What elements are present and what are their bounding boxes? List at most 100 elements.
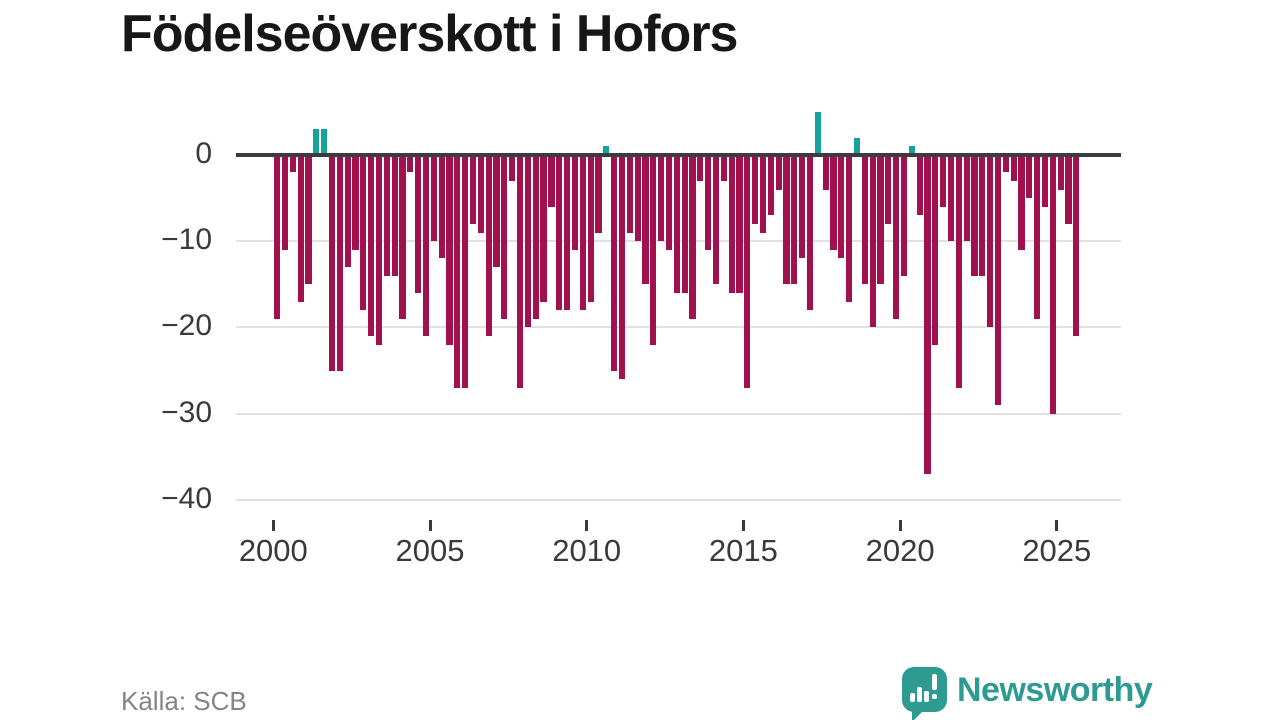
chart-bar-2002-q2 xyxy=(344,155,351,268)
chart-bar-2009-q1 xyxy=(556,155,563,311)
chart-bar-2024-q4 xyxy=(1049,155,1056,414)
chart-bar-2011-q2 xyxy=(626,155,633,233)
chart-bar-2013-q4 xyxy=(705,155,712,250)
chart-bar-2020-q1 xyxy=(900,155,908,276)
chart-bar-2002-q1 xyxy=(336,155,343,371)
chart-bar-2013-q3 xyxy=(697,155,704,181)
chart-bar-2001-q2 xyxy=(313,129,320,155)
chart-bar-2006-q4 xyxy=(485,155,492,336)
logo-chart-bar-icon xyxy=(924,691,929,702)
chart-bar-2025-q1 xyxy=(1057,155,1064,190)
chart-bar-2014-q3 xyxy=(728,155,735,293)
chart-bar-2021-q2 xyxy=(940,155,947,207)
chart-bar-2013-q1 xyxy=(681,155,688,293)
chart-bar-2024-q3 xyxy=(1041,155,1049,207)
chart-bar-2020-q3 xyxy=(916,155,923,216)
chart-bar-2002-q4 xyxy=(360,155,367,311)
x-axis-tick xyxy=(1055,520,1059,531)
x-axis-tick xyxy=(271,520,275,531)
chart-bar-2023-q2 xyxy=(1002,155,1009,173)
chart-bar-2003-q4 xyxy=(391,155,398,276)
chart-bar-2014-q2 xyxy=(720,155,727,181)
chart-bar-2003-q3 xyxy=(383,155,390,276)
chart-bar-2015-q1 xyxy=(744,155,751,388)
x-axis-tick-label: 2025 xyxy=(1022,533,1092,568)
chart-bar-2009-q4 xyxy=(579,155,586,311)
chart-bar-2025-q3 xyxy=(1073,155,1080,336)
x-axis-tick-label: 2005 xyxy=(395,533,465,568)
chart-bar-2007-q3 xyxy=(509,155,516,181)
chart-bar-2020-q4 xyxy=(924,155,931,474)
chart-bar-2006-q1 xyxy=(462,155,469,388)
chart-bar-2000-q3 xyxy=(289,155,296,173)
chart-bar-2015-q3 xyxy=(759,155,767,233)
x-axis-tick-label: 2015 xyxy=(708,533,778,568)
chart-bar-2009-q3 xyxy=(571,155,579,250)
gridline xyxy=(236,412,1121,415)
logo-exclamation-dot-icon xyxy=(932,694,937,699)
chart-bar-2000-q4 xyxy=(297,155,304,302)
gridline xyxy=(236,326,1121,329)
y-axis-tick-label: −40 xyxy=(161,481,212,515)
chart-bar-2019-q3 xyxy=(885,155,892,224)
chart-bar-2021-q1 xyxy=(932,155,939,345)
chart-bar-2003-q2 xyxy=(375,155,383,345)
chart-bar-2000-q1 xyxy=(274,155,281,319)
chart-bar-2024-q1 xyxy=(1026,155,1033,199)
chart-bar-2018-q3 xyxy=(853,137,861,155)
y-axis-tick-label: −10 xyxy=(161,223,212,257)
chart-bar-2014-q4 xyxy=(736,155,743,293)
chart-bar-2016-q2 xyxy=(783,155,790,285)
logo-speech-tail xyxy=(912,710,924,720)
chart-bar-2008-q4 xyxy=(548,155,555,207)
chart-area: 0 −10 −20 −30 −40 2000 2005 2010 2015 2020 2025 xyxy=(161,111,1121,568)
chart-bar-2022-q2 xyxy=(971,155,978,276)
chart-bar-2025-q2 xyxy=(1065,155,1072,224)
chart-bar-2019-q2 xyxy=(877,155,884,285)
chart-bar-2012-q1 xyxy=(650,155,657,345)
newsworthy-logo-text: Newsworthy xyxy=(957,671,1153,709)
logo-exclamation-icon xyxy=(932,674,937,690)
chart-bar-2002-q3 xyxy=(352,155,359,250)
chart-bar-2008-q1 xyxy=(524,155,531,328)
x-axis-tick-label: 2010 xyxy=(552,533,622,568)
chart-bar-2005-q4 xyxy=(454,155,461,388)
chart-bar-2009-q2 xyxy=(563,155,571,311)
chart-bar-2004-q1 xyxy=(399,155,406,319)
chart-bar-2021-q3 xyxy=(947,155,955,242)
chart-bar-2005-q1 xyxy=(430,155,437,242)
chart-bar-2011-q3 xyxy=(634,155,641,242)
chart-bar-2024-q2 xyxy=(1034,155,1041,319)
chart-bar-2010-q2 xyxy=(595,155,602,233)
chart-bar-2020-q2 xyxy=(908,146,915,155)
chart-bar-2018-q1 xyxy=(838,155,845,259)
chart-bar-2017-q3 xyxy=(822,155,829,190)
chart-bar-2003-q1 xyxy=(368,155,375,336)
chart-bar-2010-q3 xyxy=(603,146,610,155)
x-axis-tick xyxy=(585,520,589,531)
y-axis-tick-label: 0 xyxy=(195,137,212,170)
chart-bar-2010-q1 xyxy=(587,155,594,302)
chart-bar-2007-q1 xyxy=(493,155,500,268)
chart-bar-2021-q4 xyxy=(955,155,962,388)
x-axis-tick-label: 2020 xyxy=(865,533,935,568)
chart-bar-2018-q2 xyxy=(846,155,853,302)
source-label: Källa: SCB xyxy=(121,686,247,716)
chart-bar-2015-q2 xyxy=(752,155,759,224)
chart-bar-2016-q1 xyxy=(775,155,782,190)
chart-bar-2022-q3 xyxy=(979,155,986,276)
chart-bar-2007-q4 xyxy=(516,155,524,388)
chart-bar-2023-q1 xyxy=(994,155,1002,405)
chart-bar-2017-q4 xyxy=(830,155,837,250)
chart-bar-2004-q2 xyxy=(407,155,414,173)
chart-bar-2011-q4 xyxy=(642,155,649,285)
x-axis-zero-line xyxy=(236,153,1121,157)
logo-chart-bar-icon xyxy=(917,687,922,702)
chart-bar-2006-q2 xyxy=(469,155,477,224)
chart-bar-2012-q3 xyxy=(665,155,673,250)
chart-bar-2007-q2 xyxy=(501,155,508,319)
chart-bar-2001-q1 xyxy=(305,155,312,285)
chart-bar-2012-q4 xyxy=(673,155,680,293)
chart-bar-2022-q4 xyxy=(987,155,994,328)
